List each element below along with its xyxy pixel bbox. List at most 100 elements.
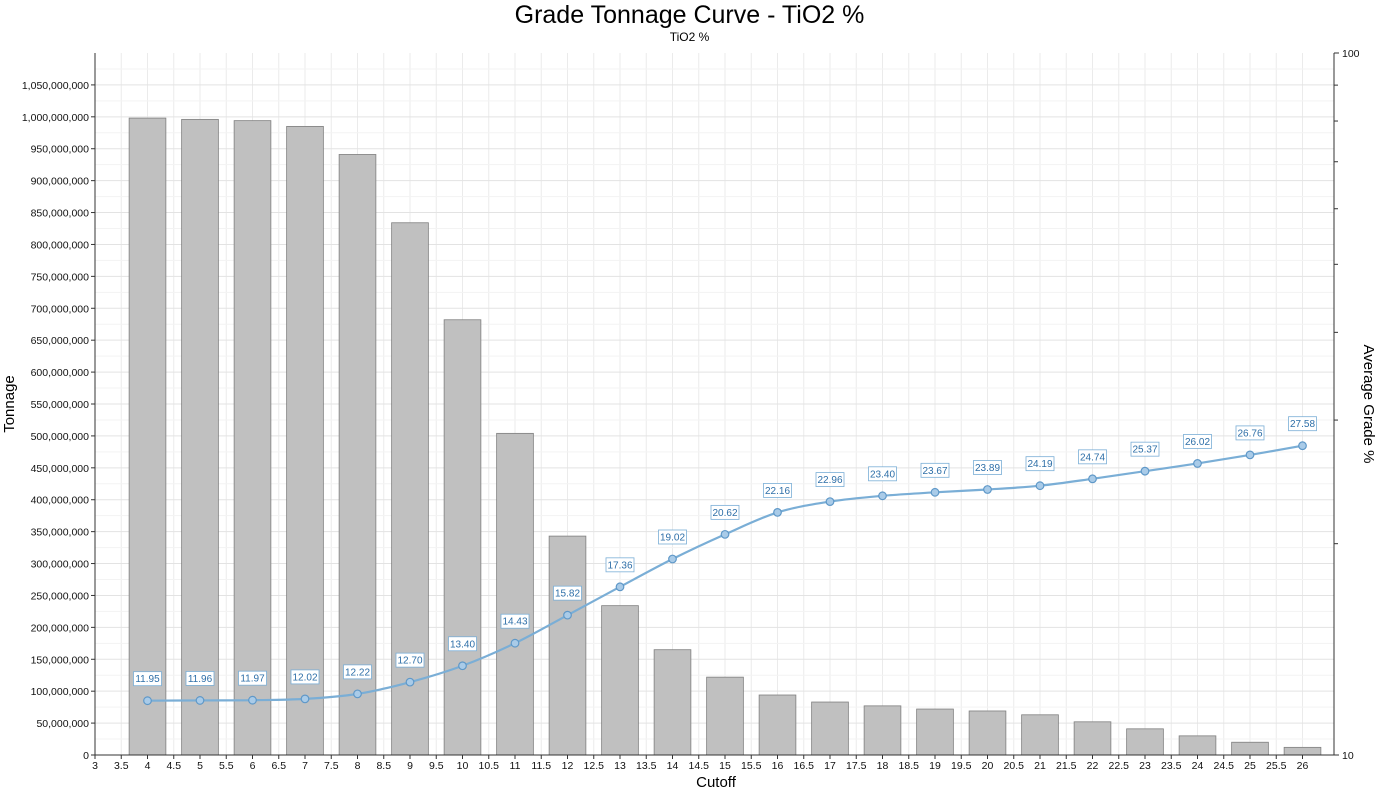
y-axis-title: Tonnage — [1, 375, 18, 433]
grade-data-label: 20.62 — [712, 508, 737, 519]
tonnage-bar — [601, 605, 639, 756]
grade-data-label-box — [553, 585, 582, 601]
grade-data-label: 11.95 — [135, 674, 160, 685]
grade-data-label-box — [133, 671, 162, 687]
grade-data-label-box — [1078, 449, 1107, 465]
grade-data-label: 24.74 — [1080, 452, 1105, 463]
grade-data-label-box — [1183, 434, 1212, 449]
x-tick-label: 19.5 — [951, 760, 972, 772]
x-tick-label: 9.5 — [429, 760, 444, 772]
grade-point — [1140, 466, 1150, 476]
x-tick-label: 15 — [719, 760, 731, 772]
grade-data-label-box — [973, 460, 1002, 475]
x-tick-label: 9 — [407, 760, 413, 772]
y-tick-label: 100,000,000 — [31, 686, 90, 698]
grade-point — [878, 491, 887, 501]
x-tick-label: 22.5 — [1109, 760, 1130, 772]
grade-point — [615, 582, 625, 592]
tonnage-bar — [863, 705, 902, 756]
grid-lines — [94, 53, 1334, 755]
grade-data-label: 12.22 — [345, 667, 370, 678]
grade-data-label: 11.96 — [188, 674, 213, 685]
axes: 3 3.5 4 4.5 5 5.5 6 6.5 7 7.5 8 8.5 9 9.5 10 10.5 11 11.5… — [22, 48, 1360, 772]
y-tick-label: 1,000,000,000 — [22, 112, 89, 124]
grade-data-label-box — [605, 557, 635, 573]
grade-data-label-box — [343, 664, 372, 680]
tonnage-bar — [758, 694, 797, 756]
tonnage-bar — [1073, 721, 1112, 756]
y-tick-label: 950,000,000 — [31, 144, 90, 156]
x-tick-label: 16 — [772, 760, 784, 772]
tonnage-bar — [811, 701, 849, 756]
x-tick-label: 22 — [1087, 760, 1099, 772]
y-tick-label: 50,000,000 — [36, 718, 89, 730]
grade-data-label: 27.58 — [1290, 419, 1315, 430]
x-tick-label: 18.5 — [899, 760, 920, 772]
x-tick-label: 3.5 — [114, 760, 129, 772]
grade-point — [353, 689, 362, 699]
y-tick-label: 450,000,000 — [31, 463, 90, 475]
tonnage-bar — [1178, 735, 1217, 756]
grade-data-label: 23.40 — [870, 469, 895, 480]
x-tick-label: 4.5 — [166, 760, 181, 772]
tonnage-bar — [391, 222, 429, 756]
tonnage-bar — [653, 649, 692, 756]
x-tick-label: 3 — [92, 760, 98, 772]
y-tick-label: 600,000,000 — [31, 367, 90, 379]
grade-data-label: 22.96 — [817, 475, 842, 486]
grade-data-label-box — [185, 671, 215, 686]
data-labels: 11.95 11.96 11.97 12.02 12.22 12.70 13.40 14.43… — [133, 416, 1317, 687]
y-tick-label: 900,000,000 — [31, 176, 90, 188]
y-tick-label: 550,000,000 — [31, 399, 90, 411]
grade-line — [143, 441, 1307, 706]
grade-point — [1298, 441, 1307, 451]
x-tick-label: 23.5 — [1161, 760, 1182, 772]
y-tick-label: 150,000,000 — [31, 654, 90, 666]
x-tick-label: 15.5 — [741, 760, 762, 772]
grade-data-label: 15.82 — [555, 589, 580, 600]
grade-point — [248, 695, 257, 705]
tonnage-bar — [968, 710, 1007, 756]
x-tick-label: 6 — [250, 760, 256, 772]
x-tick-label: 14.5 — [689, 760, 710, 772]
grade-data-label: 13.40 — [450, 639, 475, 650]
grade-point — [300, 694, 310, 704]
grade-point — [563, 610, 572, 620]
tonnage-bar — [706, 676, 744, 756]
x-tick-label: 16.5 — [794, 760, 815, 772]
tonnage-bar — [181, 118, 219, 756]
x-tick-label: 11 — [510, 760, 521, 772]
grade-point — [983, 485, 992, 494]
y-tick-label: 800,000,000 — [31, 239, 90, 251]
grade-point — [1245, 450, 1255, 460]
x-tick-label: 25 — [1244, 760, 1256, 772]
y-tick-label: 350,000,000 — [31, 527, 90, 539]
grade-data-label: 19.02 — [660, 532, 685, 543]
grade-point — [668, 554, 677, 564]
tonnage-bar — [1283, 746, 1322, 756]
x-tick-label: 7.5 — [324, 760, 339, 772]
y-tick-label: 500,000,000 — [31, 431, 90, 443]
y2-tick-label: 10 — [1342, 750, 1354, 762]
grade-data-label-box — [1235, 425, 1265, 441]
chart-title: Grade Tonnage Curve - TiO2 % — [514, 1, 865, 29]
grade-point — [195, 696, 205, 705]
x-tick-label: 8 — [355, 760, 361, 772]
grade-data-label: 26.02 — [1185, 437, 1210, 448]
grade-data-label-box — [920, 462, 950, 478]
grade-data-label: 12.02 — [292, 672, 317, 683]
grade-data-label: 14.43 — [502, 617, 527, 628]
grade-data-label: 22.16 — [765, 486, 790, 497]
grade-data-label-box — [815, 472, 845, 487]
grade-data-label-box — [448, 636, 477, 652]
tonnage-bar — [1231, 741, 1269, 756]
tonnage-bar — [916, 708, 954, 756]
y-tick-label: 850,000,000 — [31, 208, 90, 220]
grade-data-label-box — [1288, 416, 1317, 432]
x-tick-label: 14 — [667, 760, 679, 772]
x-tick-label: 20.5 — [1004, 760, 1025, 772]
x-tick-label: 5 — [197, 760, 203, 772]
grade-point — [930, 487, 940, 497]
grade-point — [143, 696, 152, 706]
